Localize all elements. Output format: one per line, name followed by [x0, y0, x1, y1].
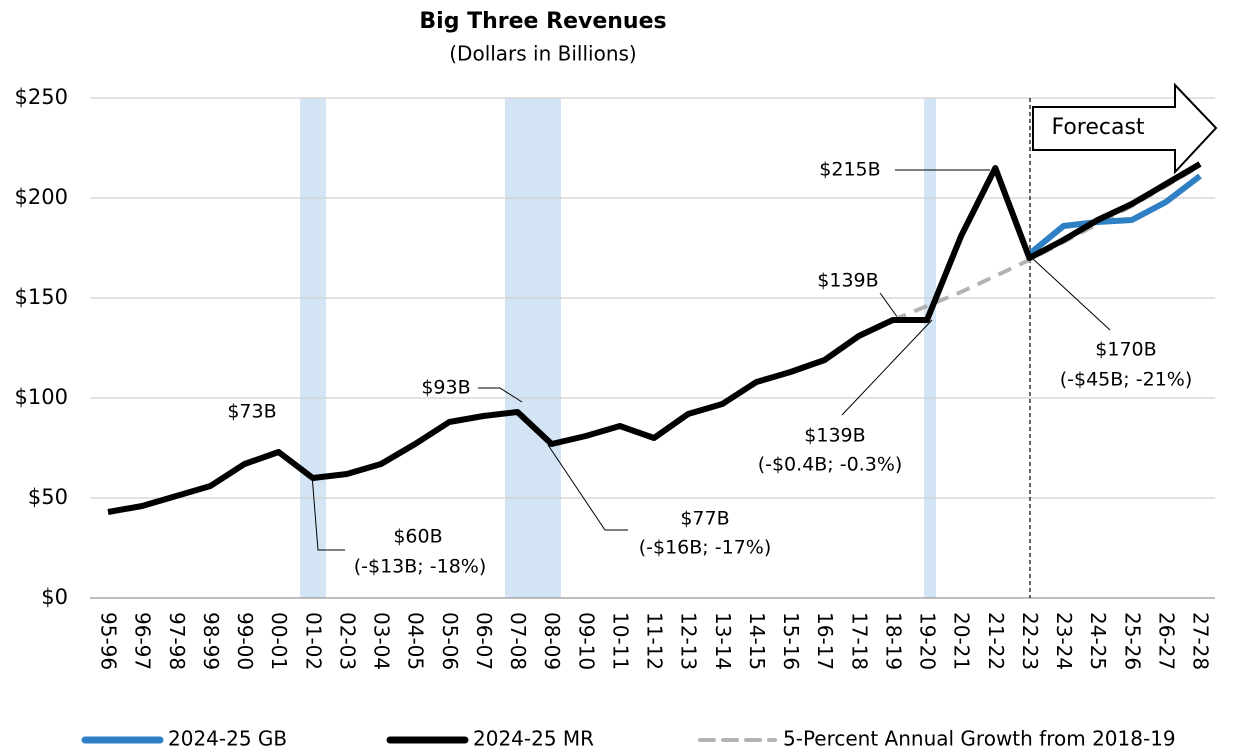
x-tick-label: 16-17 [813, 612, 837, 670]
x-tick-label: 17-18 [847, 612, 871, 670]
x-tick-label: 14-15 [745, 612, 769, 670]
leader-line [547, 444, 628, 531]
x-tick-label: 21-22 [984, 612, 1008, 670]
x-tick-label: 06-07 [472, 612, 496, 670]
annotation: $139B [804, 425, 865, 447]
x-tick-label: 08-09 [540, 612, 564, 670]
y-tick-label: $250 [15, 85, 68, 109]
x-tick-label: 11-12 [643, 612, 667, 670]
x-tick-label: 02-03 [335, 612, 359, 670]
recession-shade [300, 98, 326, 598]
annotation: (-$16B; -17%) [639, 537, 772, 559]
x-tick-label: 99-00 [233, 612, 257, 670]
x-tick-label: 95-96 [97, 612, 121, 670]
x-tick-label: 01-02 [301, 612, 325, 670]
annotation: (-$13B; -18%) [354, 556, 487, 578]
annotation: (-$0.4B; -0.3%) [758, 454, 903, 476]
annotation: $139B [817, 270, 878, 292]
annotation: $73B [227, 401, 276, 423]
legend-label: 2024-25 MR [473, 727, 594, 750]
leader-line [1031, 257, 1111, 331]
recession-shade [505, 98, 561, 598]
annotation: $60B [393, 526, 442, 548]
x-tick-label: 12-13 [677, 612, 701, 670]
x-tick-label: 10-11 [608, 612, 632, 670]
annotation: $93B [421, 377, 470, 399]
x-tick-label: 22-23 [1018, 612, 1042, 670]
x-tick-label: 97-98 [165, 612, 189, 670]
legend-label: 5-Percent Annual Growth from 2018-19 [783, 727, 1176, 750]
legend-label: 2024-25 GB [168, 727, 287, 750]
chart-subtitle: (Dollars in Billions) [449, 42, 636, 66]
series-line [1027, 173, 1202, 257]
x-tick-label: 09-10 [574, 612, 598, 670]
y-tick-label: $0 [41, 585, 68, 609]
x-tick-label: 96-97 [131, 612, 155, 670]
x-tick-label: 13-14 [711, 612, 735, 670]
x-tick-label: 19-20 [916, 612, 940, 670]
x-tick-label: 07-08 [506, 612, 530, 670]
x-tick-label: 23-24 [1052, 612, 1076, 670]
x-tick-label: 26-27 [1154, 612, 1178, 670]
x-tick-label: 20-21 [950, 612, 974, 670]
annotation: $170B [1095, 339, 1156, 361]
series-line [107, 161, 1202, 515]
x-tick-label: 98-99 [199, 612, 223, 670]
chart-title: Big Three Revenues [419, 9, 666, 34]
y-tick-label: $50 [28, 485, 68, 509]
leader-line [478, 387, 523, 403]
x-tick-label: 05-06 [438, 612, 462, 670]
x-tick-label: 03-04 [370, 612, 394, 670]
forecast-label: Forecast [1051, 115, 1144, 140]
x-tick-label: 24-25 [1086, 612, 1110, 670]
y-tick-label: $200 [15, 185, 68, 209]
leader-line [311, 474, 345, 551]
x-tick-label: 15-16 [779, 612, 803, 670]
annotation: $77B [680, 508, 729, 530]
x-tick-label: 00-01 [267, 612, 291, 670]
leader-lines [311, 169, 1111, 551]
x-tick-label: 27-28 [1189, 612, 1213, 670]
y-tick-label: $150 [15, 285, 68, 309]
y-tick-label: $100 [15, 385, 68, 409]
forecast-arrow [1032, 82, 1218, 175]
x-tick-label: 18-19 [881, 612, 905, 670]
annotation: $215B [819, 159, 880, 181]
x-tick-label: 04-05 [404, 612, 428, 670]
leader-line [879, 292, 899, 319]
annotation: (-$45B; -21%) [1060, 369, 1193, 391]
recession-shade [924, 98, 936, 598]
x-tick-label: 25-26 [1120, 612, 1144, 670]
leader-line [841, 319, 933, 416]
